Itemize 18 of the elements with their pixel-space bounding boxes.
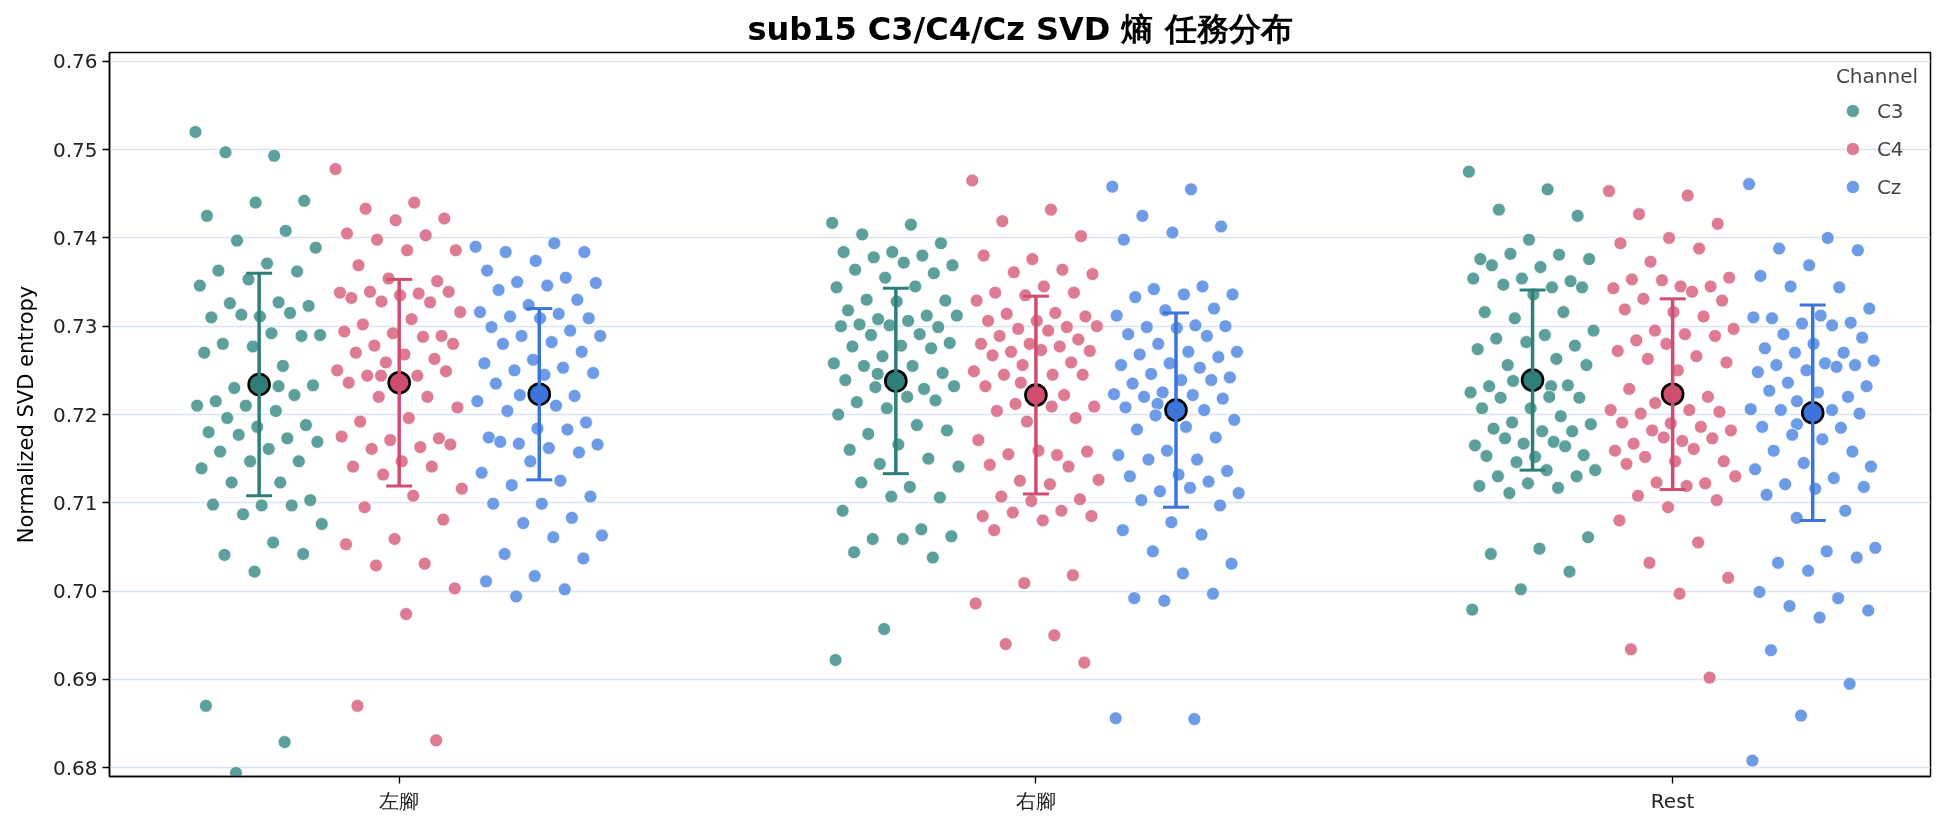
y-tick-label: 0.72	[52, 402, 98, 427]
legend-label: C3	[1876, 98, 1904, 123]
x-tick-label: Rest	[1650, 788, 1695, 813]
y-tick-label: 0.73	[52, 314, 98, 339]
legend-label: C4	[1876, 136, 1904, 161]
y-tick-label: 0.75	[52, 137, 98, 162]
legend-title: Channel	[1835, 64, 1918, 88]
x-tick-label: 右腳	[1015, 788, 1056, 813]
y-axis-title: Normalized SVD entropy	[13, 285, 38, 544]
y-tick-label: 0.74	[52, 225, 98, 250]
legend-label: Cz	[1876, 174, 1902, 199]
x-tick-label: 左腳	[379, 788, 420, 813]
y-tick-label: 0.71	[52, 490, 98, 515]
y-tick-label: 0.70	[52, 579, 98, 604]
chart-title: sub15 C3/C4/Cz SVD 熵 任務分布	[747, 9, 1293, 48]
y-tick-label: 0.76	[52, 49, 98, 74]
y-tick-label: 0.68	[52, 755, 98, 780]
y-tick-label: 0.69	[52, 667, 98, 692]
